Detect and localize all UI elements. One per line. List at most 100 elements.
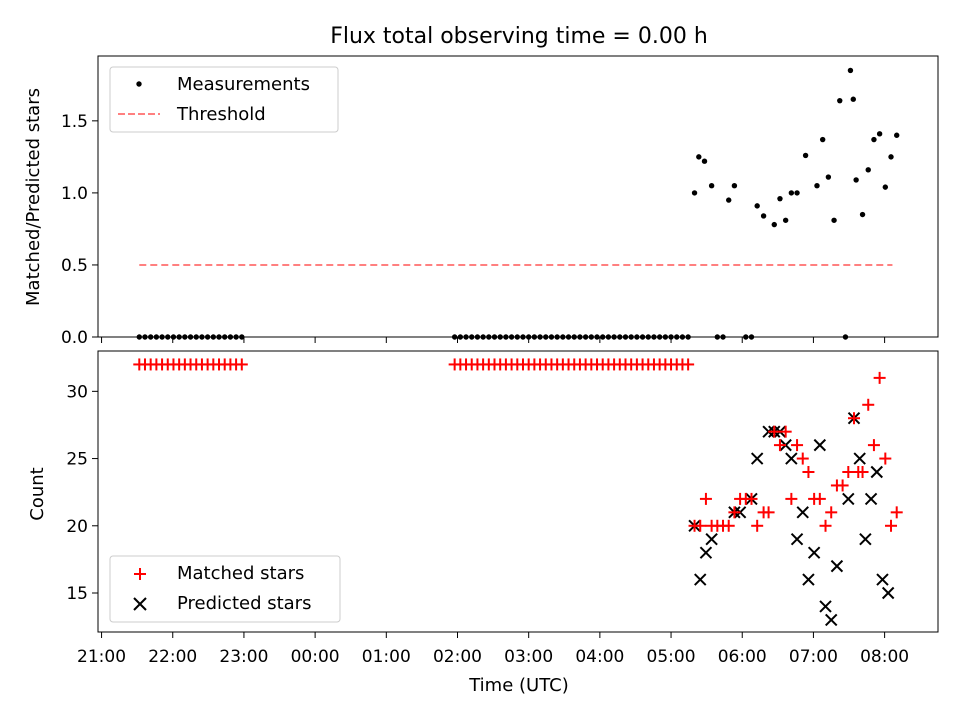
matched-star-point — [813, 492, 826, 505]
matched-stars-layer — [133, 358, 903, 532]
x-tick-label: 02:00 — [433, 647, 482, 667]
matched-star-point — [773, 439, 786, 452]
measurement-point — [685, 334, 691, 340]
x-tick-label: 03:00 — [504, 647, 553, 667]
measurement-point — [720, 334, 726, 340]
bottom-y-axis-label: Count — [27, 467, 48, 520]
matched-star-point — [836, 479, 849, 492]
measurement-point — [876, 131, 883, 137]
measurement-point — [153, 334, 160, 340]
y-tick-label: 0.0 — [61, 328, 88, 348]
predicted-star-point — [881, 586, 895, 600]
measurement-point — [486, 334, 492, 340]
measurement-point — [894, 132, 900, 138]
measurement-point — [708, 182, 715, 189]
measurement-point — [731, 182, 738, 189]
predicted-star-point — [750, 452, 764, 465]
measurement-point — [147, 334, 154, 340]
top-legend-box — [109, 66, 339, 133]
measurement-point — [204, 334, 211, 340]
x-tick-label: 21:00 — [77, 647, 126, 667]
measurement-points-layer — [136, 67, 900, 340]
bottom-panel: 15 20 25 30 21:00 22:00 23:00 00:00 01:00 02:00 0… — [27, 350, 939, 667]
measurement-point — [199, 334, 205, 340]
predicted-star-point — [796, 506, 809, 519]
matched-star-point — [768, 425, 781, 438]
measurement-point — [859, 211, 866, 218]
matched-star-point — [796, 452, 809, 465]
predicted-star-point — [699, 546, 713, 559]
measurement-point — [853, 177, 859, 183]
measurement-point — [571, 334, 577, 340]
measurement-point — [588, 334, 595, 340]
measurement-point — [645, 334, 651, 340]
measurement-point — [548, 334, 555, 340]
matched-star-point — [879, 452, 892, 465]
matched-star-point — [751, 519, 764, 532]
measurement-point — [503, 334, 509, 340]
measurement-point — [497, 334, 503, 340]
measurement-point — [165, 334, 171, 340]
matched-star-point — [862, 398, 875, 411]
measurement-point — [701, 158, 708, 164]
measurement-point — [565, 334, 572, 340]
matched-star-point — [848, 412, 860, 425]
legend-matched-label: Matched stars — [177, 563, 304, 584]
y-tick-label: 20 — [66, 517, 88, 537]
x-tick-label: 05:00 — [647, 647, 696, 667]
measurement-point — [639, 334, 646, 340]
matched-star-point — [728, 506, 741, 519]
measurement-point — [771, 221, 777, 228]
measurement-point — [837, 97, 843, 104]
measurement-point — [577, 334, 583, 340]
predicted-star-point — [830, 559, 844, 573]
measurement-point — [457, 334, 464, 340]
measurement-point — [227, 334, 234, 340]
measurement-point — [662, 334, 669, 340]
matched-star-point — [785, 492, 798, 505]
measurement-point — [233, 334, 239, 340]
measurement-point — [802, 152, 809, 159]
measurement-point — [159, 334, 165, 340]
x-tick-label: 22:00 — [148, 647, 197, 667]
bottom-legend-box — [109, 555, 341, 623]
matched-star-point — [819, 519, 832, 532]
measurement-point — [600, 334, 606, 340]
predicted-star-point — [870, 465, 883, 479]
measurement-point — [842, 334, 849, 340]
matched-star-point — [699, 492, 712, 505]
measurement-point — [871, 136, 877, 143]
x-tick-label: 04:00 — [575, 647, 624, 667]
matched-star-point — [235, 358, 248, 371]
measurement-point — [691, 190, 698, 196]
x-tick-label: 01:00 — [362, 647, 411, 667]
predicted-star-point — [876, 573, 889, 586]
legend-measurements-label: Measurements — [177, 74, 310, 95]
measurement-point — [594, 334, 600, 340]
measurement-point — [831, 217, 837, 223]
measurement-point — [187, 334, 194, 340]
measurement-point — [748, 334, 755, 340]
x-tick-label: 23:00 — [219, 647, 268, 667]
measurement-point — [611, 334, 617, 340]
measurement-point — [788, 190, 795, 196]
measurement-point — [491, 334, 498, 340]
y-tick-label: 1.0 — [61, 184, 88, 204]
measurement-point — [182, 334, 188, 340]
measurement-point — [634, 334, 640, 340]
measurement-point — [819, 136, 826, 143]
legend-predicted-marker — [133, 597, 147, 611]
measurement-point — [696, 154, 702, 160]
x-tick-label: 06:00 — [718, 647, 767, 667]
measurement-point — [239, 334, 245, 340]
measurement-point — [222, 334, 228, 340]
measurement-point — [726, 197, 732, 203]
matched-star-point — [722, 519, 735, 532]
measurement-point — [814, 182, 820, 189]
matched-star-point — [890, 506, 903, 519]
measurement-point — [605, 334, 612, 340]
measurement-point — [743, 334, 749, 340]
measurement-point — [170, 334, 177, 340]
x-tick-label: 00:00 — [291, 647, 340, 667]
predicted-star-point — [785, 452, 798, 465]
